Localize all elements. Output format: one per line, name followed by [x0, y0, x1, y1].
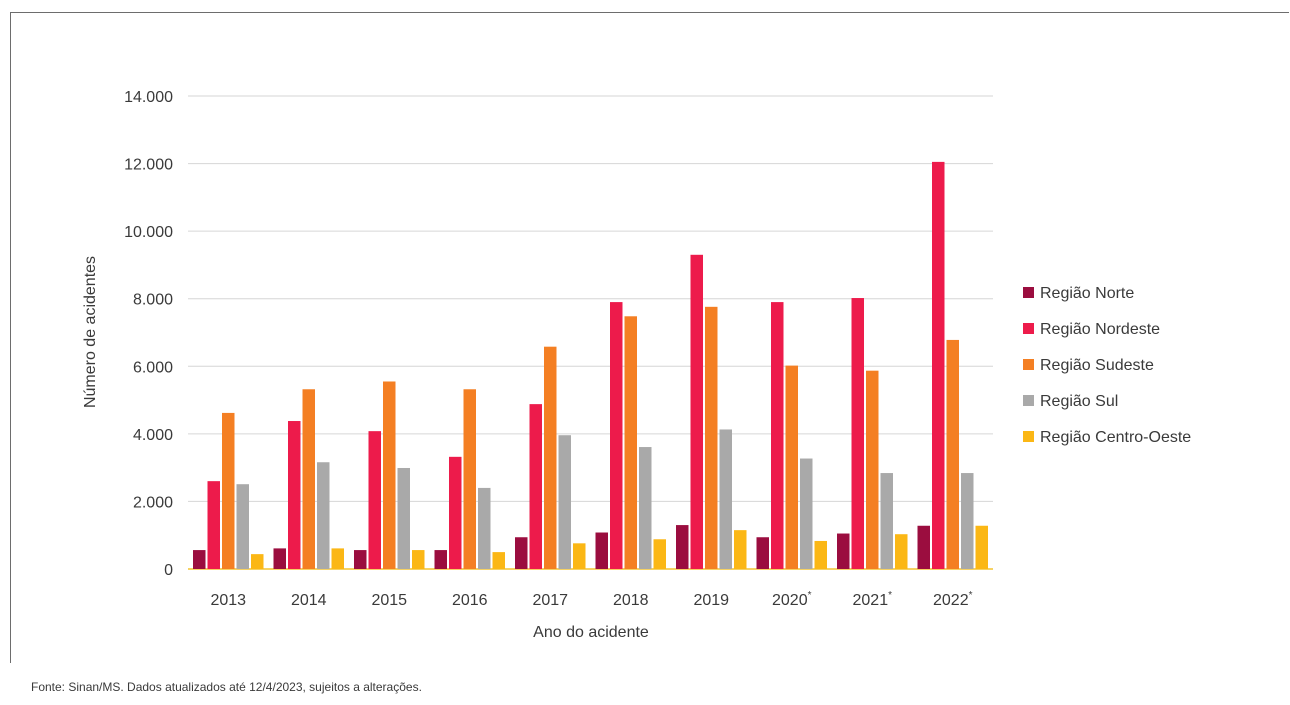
source-note: Fonte: Sinan/MS. Dados atualizados até 1…: [31, 680, 422, 694]
legend-swatch: [1023, 323, 1034, 334]
bar-regi-o-norte-2020: [756, 537, 769, 569]
bar-regi-o-sudeste-2017: [544, 346, 557, 569]
bar-regi-o-centro-oeste-2014: [331, 548, 344, 569]
y-tick-label: 2.000: [133, 494, 173, 511]
bars: [193, 161, 988, 570]
y-tick-label: 12.000: [124, 157, 173, 174]
legend-label: Região Norte: [1040, 285, 1134, 302]
x-tick-label: 2022*: [933, 590, 973, 609]
y-tick-label: 4.000: [133, 427, 173, 444]
x-tick-label: 2014: [291, 592, 327, 609]
bar-regi-o-sul-2020: [800, 458, 813, 569]
bar-regi-o-norte-2016: [434, 550, 447, 569]
bar-regi-o-nordeste-2017: [529, 404, 542, 569]
bar-regi-o-norte-2018: [595, 532, 608, 569]
bar-regi-o-centro-oeste-2021: [895, 534, 908, 569]
bar-regi-o-nordeste-2020: [771, 302, 784, 569]
y-tick-label: 6.000: [133, 359, 173, 376]
x-tick-label: 2019: [693, 592, 729, 609]
bar-regi-o-sudeste-2014: [302, 389, 315, 569]
x-tick-label: 2020*: [772, 590, 812, 609]
bar-regi-o-sul-2013: [236, 484, 249, 569]
bar-regi-o-norte-2015: [354, 550, 367, 569]
bar-regi-o-norte-2013: [193, 550, 206, 569]
bar-regi-o-norte-2019: [676, 525, 689, 569]
bar-regi-o-centro-oeste-2016: [492, 552, 505, 569]
bar-regi-o-sudeste-2015: [383, 381, 396, 569]
y-tick-label: 0: [164, 562, 173, 579]
y-tick-label: 8.000: [133, 292, 173, 309]
bar-regi-o-norte-2021: [837, 533, 850, 569]
x-tick-label: 2021*: [853, 590, 893, 609]
bar-regi-o-sudeste-2019: [705, 306, 718, 569]
x-tick-label: 2018: [613, 592, 649, 609]
y-tick-label: 10.000: [124, 224, 173, 241]
bar-regi-o-sul-2015: [397, 467, 410, 569]
y-tick-label: 14.000: [124, 89, 173, 106]
legend-swatch: [1023, 359, 1034, 370]
y-axis-ticks: 0 2.000 4.000 6.000 8.000 10.000 12.000 14.000: [124, 89, 173, 579]
x-tick-label: 2016: [452, 592, 488, 609]
bar-regi-o-norte-2022: [917, 525, 930, 569]
legend-swatch: [1023, 431, 1034, 442]
legend-label: Região Sul: [1040, 393, 1118, 410]
bar-regi-o-sudeste-2013: [222, 412, 235, 569]
bar-regi-o-nordeste-2021: [851, 298, 864, 569]
bar-regi-o-nordeste-2019: [690, 254, 703, 570]
legend-label: Região Centro-Oeste: [1040, 429, 1191, 446]
legend-label: Região Nordeste: [1040, 321, 1160, 338]
bar-regi-o-centro-oeste-2015: [412, 550, 425, 569]
bar-regi-o-sudeste-2022: [946, 339, 959, 569]
bar-regi-o-sul-2016: [478, 487, 491, 569]
y-axis-title: Número de acidentes: [82, 256, 99, 408]
bar-regi-o-centro-oeste-2019: [734, 530, 747, 569]
bar-regi-o-sudeste-2018: [624, 316, 637, 569]
bar-regi-o-sudeste-2021: [866, 370, 879, 569]
bar-regi-o-sudeste-2016: [463, 389, 476, 569]
x-axis-title: Ano do acidente: [533, 624, 649, 641]
chart-frame: [10, 12, 1289, 663]
bar-regi-o-centro-oeste-2013: [251, 554, 264, 569]
bar-regi-o-nordeste-2022: [932, 161, 945, 569]
legend-label: Região Sudeste: [1040, 357, 1154, 374]
bar-regi-o-sul-2017: [558, 435, 571, 569]
x-tick-label: 2015: [371, 592, 407, 609]
bar-regi-o-centro-oeste-2022: [975, 525, 988, 569]
x-axis-ticks: 2013 2014 2015 2016 2017 2018 2019 2020* 2021* 20…: [210, 590, 972, 609]
x-tick-label: 2017: [532, 592, 568, 609]
bar-regi-o-norte-2017: [515, 537, 528, 569]
bar-regi-o-nordeste-2018: [610, 302, 623, 569]
x-tick-label: 2013: [210, 592, 246, 609]
bar-regi-o-centro-oeste-2020: [814, 540, 827, 569]
bar-regi-o-sudeste-2020: [785, 365, 798, 569]
bar-regi-o-centro-oeste-2018: [653, 539, 666, 569]
bar-regi-o-norte-2014: [273, 548, 286, 569]
bar-regi-o-sul-2019: [719, 429, 732, 569]
legend: Região Norte Região Nordeste Região Sudest…: [1023, 285, 1191, 446]
legend-swatch: [1023, 287, 1034, 298]
bar-regi-o-sul-2021: [880, 473, 893, 569]
bar-regi-o-nordeste-2015: [368, 431, 381, 569]
bar-regi-o-centro-oeste-2017: [573, 543, 586, 569]
legend-swatch: [1023, 395, 1034, 406]
bar-regi-o-nordeste-2016: [449, 456, 462, 569]
bar-regi-o-sul-2014: [317, 462, 330, 569]
bar-regi-o-sul-2022: [961, 473, 974, 569]
bar-regi-o-nordeste-2014: [288, 421, 301, 569]
bar-regi-o-sul-2018: [639, 447, 652, 569]
bar-regi-o-nordeste-2013: [207, 481, 220, 569]
